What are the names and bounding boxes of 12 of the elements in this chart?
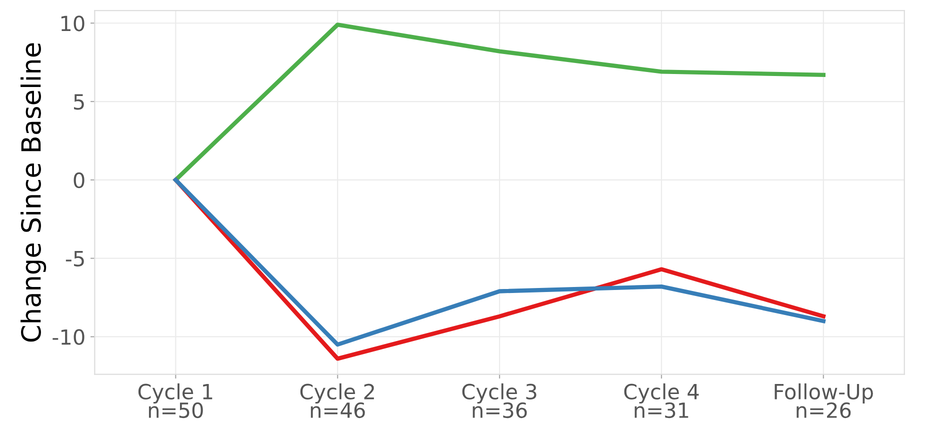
x-tick-label: Follow-Up n=26 [774,383,873,418]
y-tick-label: -5 [66,251,84,267]
y-tick-label: -10 [52,329,84,345]
y-tick-label: 0 [74,172,84,188]
line-series [174,22,826,182]
y-tick-label: 5 [74,94,84,110]
y-axis-title: Change Since Baseline [20,43,46,342]
x-tick-label: Cycle 4 n=31 [624,383,699,418]
y-tick-label: 10 [61,16,84,32]
x-tick-label: Cycle 1 n=50 [138,383,212,418]
x-tick-label: Cycle 2 n=46 [300,383,374,418]
x-tick-label: Cycle 3 n=36 [462,383,536,418]
